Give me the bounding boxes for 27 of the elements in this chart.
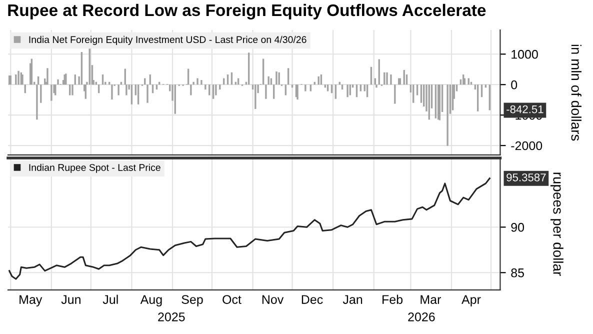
x-tick-label: Jan — [342, 295, 362, 304]
y-tick-label: 0 — [511, 80, 518, 90]
annotation: 95.3587 — [506, 173, 546, 182]
x-tick-label: Dec — [302, 295, 323, 304]
x-tick-label: Jul — [102, 294, 118, 304]
text: 2025 — [158, 312, 185, 322]
x-tick-label: Oct — [222, 295, 242, 304]
y-tick-label: 1000 — [512, 50, 538, 59]
y-axis-title: in mln of dollars — [571, 44, 582, 141]
y-tick-label: 85 — [511, 268, 524, 278]
legend-label: India Net Foreign Equity Investment USD - Last Price on 4/30/26 — [29, 36, 306, 45]
y-tick-label: -2000 — [511, 141, 542, 150]
annotation: -842.51 — [506, 105, 544, 114]
x-tick-label: Feb — [382, 294, 403, 304]
y-axis-title: rupees per dollar — [550, 172, 564, 276]
x-tick-label: May — [20, 295, 42, 306]
x-tick-label: Sep — [182, 295, 203, 306]
x-tick-label: Mar — [420, 295, 442, 304]
text: 2026 — [408, 312, 435, 322]
y-tick-label: 90 — [511, 222, 524, 232]
x-tick-label: Apr — [462, 295, 481, 306]
legend-label: Indian Rupee Spot - Last Price — [29, 164, 160, 173]
x-tick-label: Nov — [262, 295, 284, 304]
chart-title: Rupee at Record Low as Foreign Equity Outflows Accelerate — [8, 4, 486, 20]
x-tick-label: Jun — [61, 295, 80, 304]
x-tick-label: Aug — [140, 295, 162, 306]
line-series — [8, 178, 490, 280]
